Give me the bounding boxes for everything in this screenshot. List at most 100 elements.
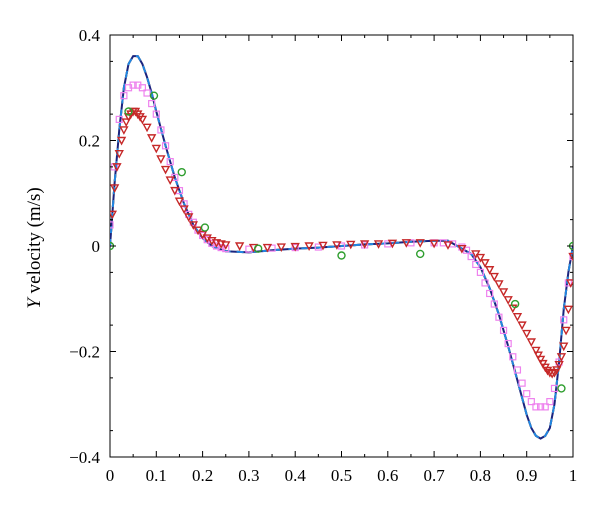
point-4-23 [212,242,221,250]
point-6-2 [149,91,159,100]
x-tick-label: 0.2 [192,466,213,485]
point-5-14 [142,123,152,133]
point-4-39 [467,252,475,261]
point-4-48 [509,353,517,361]
point-5-62 [531,346,541,356]
x-tick-label: 0.8 [470,466,491,485]
point-4-24 [217,243,225,252]
point-5-24 [188,221,199,230]
series-line-0 [110,55,573,440]
point-4-25 [222,245,230,253]
point-5-0 [110,210,117,220]
point-5-61 [526,338,537,347]
y-tick-label: −0.4 [69,448,100,467]
series-line-1 [110,55,573,440]
point-5-56 [503,296,513,305]
point-5-3 [114,149,124,159]
point-5-54 [494,280,504,289]
point-4-61 [569,252,573,261]
point-5-60 [522,329,532,339]
point-5-77 [566,279,573,288]
x-tick-label: 0.4 [285,466,307,485]
point-4-40 [472,260,480,269]
point-5-18 [160,165,171,175]
point-5-41 [359,240,370,249]
y-tick-label: −0.2 [69,343,100,362]
point-5-36 [290,242,300,252]
series-5 [110,107,573,379]
point-5-50 [475,253,486,263]
point-4-49 [513,366,522,374]
point-6-9 [557,384,566,393]
x-tick-label: 0.3 [238,466,259,485]
series-1 [110,55,573,440]
x-tick-label: 0.9 [516,466,537,485]
point-4-10 [152,110,160,118]
point-5-37 [304,242,314,251]
point-5-1 [110,184,120,193]
axes: 0 0.1 0.2 0.3 0.4 0.5 0.6 0.7 0.8 0.9 1 0.4 0.2 0 −0.2… [69,26,577,485]
y-tick-label: 0.4 [79,26,101,45]
point-5-42 [373,240,384,249]
point-4-43 [486,289,494,298]
point-5-34 [262,243,273,253]
y-tick-label: 0 [92,237,101,256]
point-4-7 [138,84,147,92]
point-4-53 [532,403,540,411]
point-4-50 [518,379,526,387]
point-5-68 [545,368,555,378]
point-4-45 [495,313,503,321]
point-4-8 [143,89,151,97]
point-6-5 [253,244,263,253]
point-5-5 [119,126,129,135]
point-5-16 [151,144,161,154]
y-axis-title-italic: Y [24,296,45,309]
point-5-6 [121,118,131,128]
point-5-40 [346,240,356,250]
point-5-78 [568,252,573,262]
point-6-3 [177,167,186,177]
point-5-39 [332,241,342,250]
point-4-16 [180,200,188,208]
x-tick-label: 0.7 [423,466,445,485]
series-group [110,55,573,440]
series-line-3 [110,55,573,440]
point-5-46 [429,239,439,249]
point-5-75 [561,326,571,336]
y-axis-title-rest: velocity (m/s) [24,187,45,298]
point-4-46 [499,326,508,334]
point-6-1 [124,107,133,116]
point-6-8 [510,299,520,309]
point-5-74 [559,342,569,352]
point-4-35 [439,239,447,247]
y-tick-label: 0.2 [79,132,100,151]
x-tick-label: 0.6 [377,466,398,485]
series-2 [110,55,573,440]
point-5-15 [146,134,157,143]
point-4-12 [161,142,170,150]
point-4-47 [504,339,512,348]
point-5-47 [443,241,453,250]
x-tick-label: 0.1 [146,466,167,485]
point-5-2 [112,163,122,172]
point-5-21 [174,197,185,207]
point-5-51 [480,259,490,268]
point-5-32 [234,242,245,251]
point-5-63 [533,351,543,361]
series-0 [110,55,573,440]
point-4-36 [449,240,457,248]
point-4-51 [523,390,531,398]
x-tick-label: 0 [106,466,115,485]
point-5-31 [221,241,231,250]
point-6-6 [337,251,346,260]
point-5-13 [137,115,148,125]
point-4-44 [490,300,498,308]
point-4-41 [476,268,484,276]
point-5-48 [457,244,467,254]
point-4-9 [148,99,156,108]
x-tick-label: 0.5 [331,466,352,485]
point-6-7 [416,249,425,259]
point-5-73 [556,353,567,362]
point-4-11 [157,126,165,134]
